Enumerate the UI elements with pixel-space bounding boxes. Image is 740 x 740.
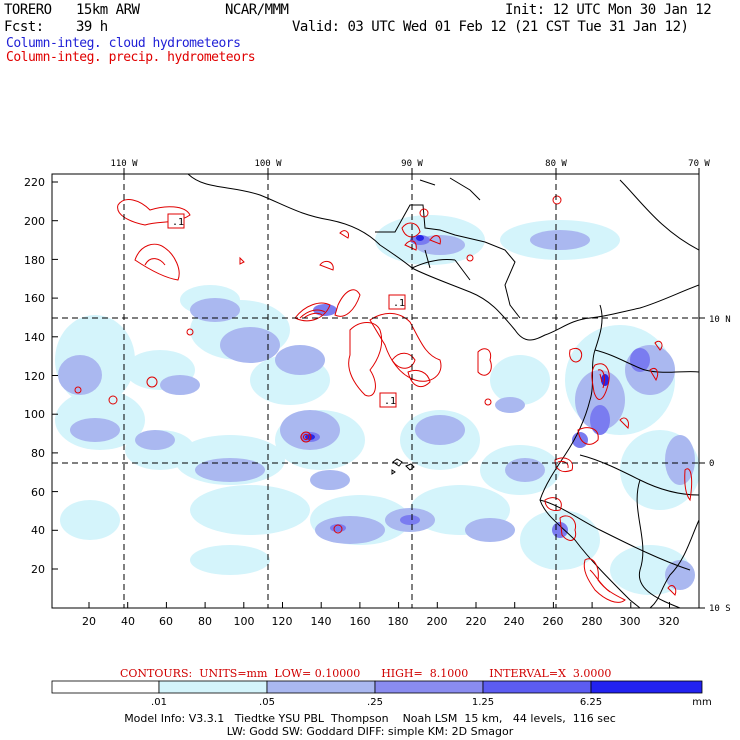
contour-labels: .1 .1 .1: [167, 213, 406, 408]
y-tick-label: 220: [24, 176, 45, 189]
x-tick-label: 140: [311, 615, 332, 628]
x-tick-label: 60: [159, 615, 173, 628]
x-tick-label: 120: [272, 615, 293, 628]
init-time: Init: 12 UTC Mon 30 Jan 12: [505, 2, 712, 18]
model-info-line1: Model Info: V3.3.1 Tiedtke YSU PBL Thomp…: [124, 712, 616, 725]
legend-cloud: Column-integ. cloud hydrometeors: [6, 36, 241, 51]
y-tick-label: 60: [31, 486, 45, 499]
x-tick-label: 300: [620, 615, 641, 628]
valid-time: Valid: 03 UTC Wed 01 Feb 12 (21 CST Tue …: [292, 19, 689, 35]
x-tick-label: 180: [388, 615, 409, 628]
x-tick-label: 320: [659, 615, 680, 628]
map-frame: [51, 173, 700, 609]
x-tick-label: 240: [504, 615, 525, 628]
x-tick-label: 100: [234, 615, 255, 628]
y-tick-label: 200: [24, 215, 45, 228]
x-tick-label: 20: [82, 615, 96, 628]
lon-label-70w: 70 W: [688, 159, 710, 169]
contour-info: CONTOURS: UNITS=mm LOW= 0.10000 HIGH= 8.…: [120, 667, 612, 680]
lon-label-110w: 110 W: [110, 159, 138, 169]
model-resolution: 15km ARW: [76, 2, 140, 18]
x-tick-label: 260: [543, 615, 564, 628]
contour-label: .1: [393, 298, 405, 309]
lon-label-100w: 100 W: [254, 159, 282, 169]
x-tick-label: 220: [466, 615, 487, 628]
x-tick-label: 200: [427, 615, 448, 628]
colorbar-segment: [590, 680, 703, 694]
x-tick-label: 80: [198, 615, 212, 628]
precip-contours: [74, 195, 693, 603]
latlon-grid: [52, 174, 699, 608]
colorbar-segment: [266, 680, 376, 694]
y-tick-label: 100: [24, 408, 45, 421]
y-tick-label: 160: [24, 292, 45, 305]
colorbar-segment: [374, 680, 484, 694]
colorbar-label: .05: [259, 697, 275, 708]
cloud-shading: [55, 215, 699, 595]
colorbar-units: mm: [692, 697, 711, 708]
colorbar: .01 .05 .25 1.25 6.25 mm: [51, 680, 712, 708]
lon-label-80w: 80 W: [545, 159, 567, 169]
y-tick-label: 20: [31, 563, 45, 576]
colorbar-label: .01: [151, 697, 167, 708]
colorbar-label: .25: [367, 697, 383, 708]
lat-label-10n: 10 N: [709, 315, 731, 325]
colorbar-segment: [51, 680, 160, 694]
y-tick-label: 120: [24, 370, 45, 383]
center-name: NCAR/MMM: [225, 2, 289, 18]
lon-label-90w: 90 W: [401, 159, 423, 169]
contour-label: .1: [172, 217, 184, 228]
fcst-hours: 39 h: [76, 19, 108, 35]
model-info-line2: LW: Godd SW: Goddard DIFF: simple KM: 2D…: [226, 725, 514, 738]
colorbar-label: 6.25: [580, 697, 602, 708]
x-tick-label: 280: [582, 615, 603, 628]
colorbar-segment: [482, 680, 592, 694]
legend-precip: Column-integ. precip. hydrometeors: [6, 50, 256, 65]
y-tick-label: 80: [31, 447, 45, 460]
contour-label: .1: [384, 396, 396, 407]
y-tick-label: 180: [24, 254, 45, 267]
lat-label-10s: 10 S: [709, 604, 731, 614]
colorbar-segment: [158, 680, 268, 694]
colorbar-label: 1.25: [472, 697, 494, 708]
y-tick-label: 140: [24, 331, 45, 344]
x-tick-label: 160: [350, 615, 371, 628]
y-tick-label: 40: [31, 524, 45, 537]
x-tick-label: 40: [121, 615, 135, 628]
fcst-label: Fcst:: [4, 19, 44, 35]
model-name: TORERO: [4, 2, 52, 18]
lat-label-0: 0: [709, 459, 714, 469]
